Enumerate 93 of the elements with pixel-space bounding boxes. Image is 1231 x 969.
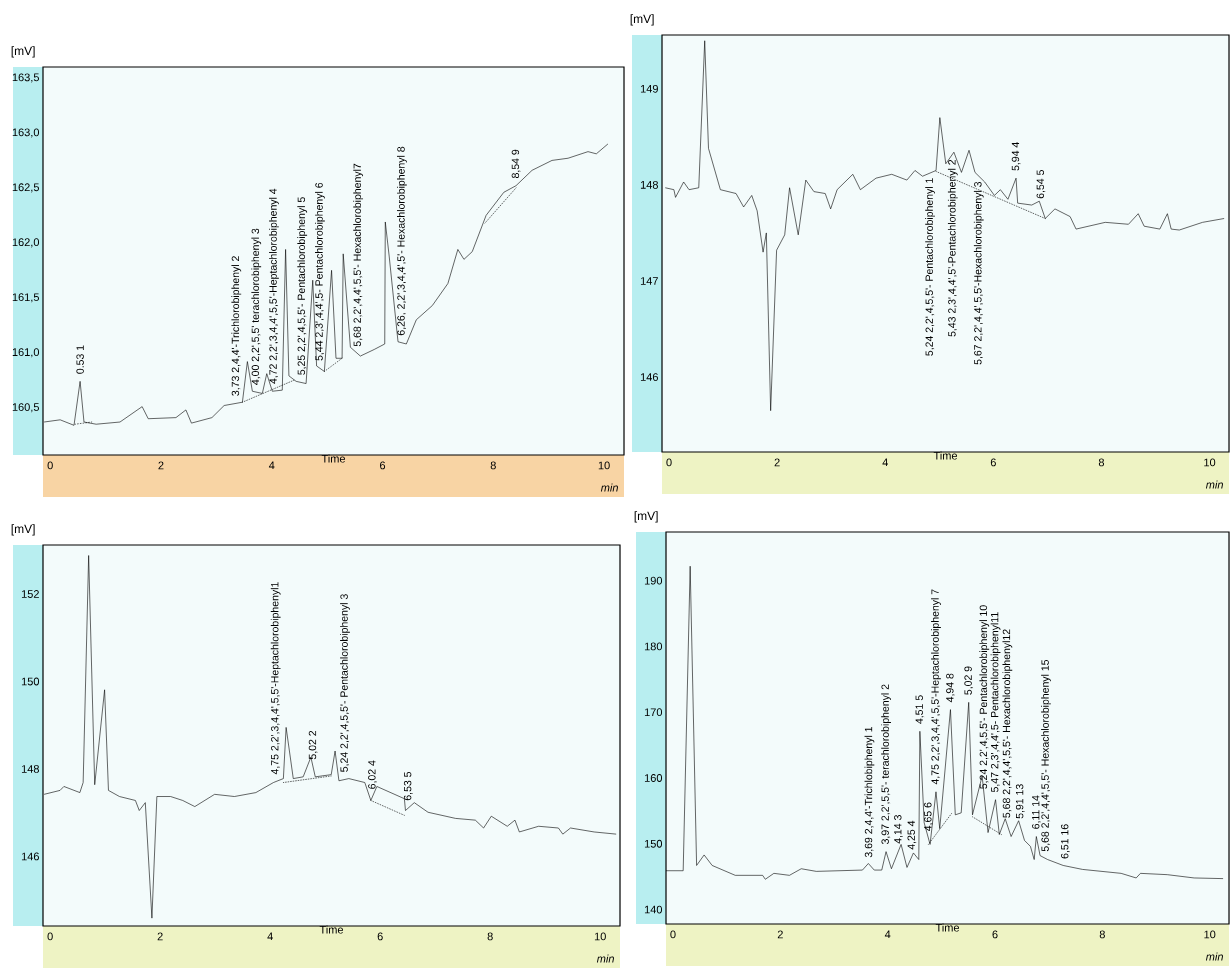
annotation: 4,75 2,2',3,4,4',5,5'-Heptachlorobiphenyl 7 <box>931 589 941 785</box>
annotation: 5,68 2,2',4,4',5,5'- Hexachlorobiphenyl 15 <box>1041 659 1051 852</box>
annotation: 5,68 2,2',4,4',5,5'- Hexachlorobiphenyl12 <box>1002 629 1013 818</box>
annotation: 5,02 2 <box>308 730 318 760</box>
y-tick-label: 150 <box>644 839 663 848</box>
x-tick-label: 10 <box>594 932 606 941</box>
annotation: 5,25 2,2',4,5,5'- Pentachlorobiphenyl 5 <box>297 197 308 375</box>
annotation: 4,51 5 <box>915 695 925 724</box>
y-tick-label: 152 <box>21 590 39 598</box>
x-tick-label: 0 <box>666 458 672 467</box>
y-tick-label: 163,0 <box>12 128 40 138</box>
annotation: 5,24 2,2',4,5,5'- Pentachlorobiphenyl 1 <box>925 178 935 356</box>
y-tick-label: 147 <box>640 277 658 285</box>
annotation: 5,02 9 <box>964 666 974 695</box>
y-tick-label: 190 <box>644 576 663 585</box>
y-tick-label: 161,5 <box>12 293 39 303</box>
annotation: 4,94 8 <box>946 673 955 703</box>
text: min <box>1205 480 1223 489</box>
annotation: 5,43 2,3',4,4',5'-Pentachlorobiphenyl 2 <box>947 159 958 337</box>
x-tick-label: 6 <box>992 930 998 939</box>
annotation: 5,68 2,2',4,4',5,5'- Hexachlorobiphenyl7 <box>353 163 364 347</box>
annotation: 6,26, 2,2',3,4,4',5'- Hexachlorobiphenyl 8 <box>397 146 407 336</box>
annotation: 3,97 2,2',5,5'- terachlorobiphenyl 2 <box>881 684 891 845</box>
x-tick-label: 6 <box>990 458 996 467</box>
annotation: 3,69 2,4,4'-Trichlobiphenyl 1 <box>864 726 875 858</box>
x-tick-label: 2 <box>157 932 163 941</box>
annotation: 5,91 13 <box>1015 784 1025 819</box>
x-tick-label: 10 <box>1204 458 1216 467</box>
x-axis-title: Time <box>319 925 344 934</box>
annotation: 4,00 2,2',5,5' terachlorobiphenyl 3 <box>251 228 262 385</box>
x-tick-label: 0 <box>670 930 676 939</box>
line-series <box>664 40 1225 411</box>
y-tick-label: 170 <box>644 708 663 717</box>
y-tick-label: 162,0 <box>12 238 40 248</box>
x-tick-label: 2 <box>774 458 780 467</box>
y-axis-title: [mV] <box>11 524 35 536</box>
x-tick-label: 8 <box>1098 458 1105 467</box>
x-tick-label: 0 <box>47 932 53 941</box>
x-tick-label: 6 <box>377 932 383 941</box>
x-axis-title: Time <box>933 451 958 460</box>
y-axis-title: [mV] <box>11 46 35 58</box>
y-axis-title: [mV] <box>634 511 658 523</box>
y-tick-label: 148 <box>21 765 39 773</box>
annotation: 4,72 2,2',3,4,4',5,5'-Heptachlorobiphenyl 4 <box>269 188 279 384</box>
y-tick-label: 160,5 <box>12 403 39 413</box>
annotation: 5,44 2,3',4,4',5- Pentachlorobiphenyl 6 <box>315 182 325 361</box>
x-tick-label: 4 <box>268 461 275 470</box>
y-tick-label: 180 <box>644 642 663 651</box>
x-tick-label: 8 <box>490 461 496 470</box>
annotation: 4,14 3 <box>894 815 903 844</box>
x-axis-title: Time <box>935 923 960 932</box>
annotation: 5,24 2,2',4,5,5'- Pentachlorobiphenyl 3 <box>340 594 350 772</box>
annotation: 6,54 5 <box>1036 170 1046 199</box>
annotation: 4,75 2,2',3,4,4',5,5'-Heptachlorobiphenyl1 <box>270 582 281 775</box>
annotation: 5,24 2,2',4,5,5'- Pentachlorobiphenyl 10 <box>979 605 990 789</box>
annotation: 6,51 16 <box>1060 824 1070 859</box>
annotation: 6,02 4 <box>368 760 377 789</box>
y-tick-label: 150 <box>21 677 40 686</box>
x-tick-label: 10 <box>1204 930 1216 939</box>
annotation: 4,65 6 <box>924 802 933 832</box>
y-tick-label: 160 <box>644 774 663 782</box>
y-tick-label: 140 <box>644 905 663 914</box>
y-tick-label: 149 <box>640 84 658 93</box>
y-tick-label: 161,0 <box>12 348 40 358</box>
x-tick-label: 2 <box>158 461 164 470</box>
y-tick-label: 146 <box>21 852 39 861</box>
annotation: 3,73 2,4,4'-Trichlorobiphenyl 2 <box>231 256 242 396</box>
y-tick-label: 146 <box>640 373 658 381</box>
x-tick-label: 0 <box>47 461 53 470</box>
x-tick-label: 8 <box>1099 930 1105 939</box>
annotation: 6,11 14 <box>1032 795 1041 829</box>
annotation: 5,67 2,2',4,4',5,5'-Hexachlorobiphenyl 3 <box>973 181 984 365</box>
y-tick-label: 163,5 <box>12 73 39 83</box>
x-tick-label: 4 <box>884 930 891 939</box>
x-tick-label: 4 <box>267 932 273 941</box>
text: min <box>596 954 614 963</box>
annotation: 5,94 4 <box>1011 142 1021 171</box>
x-tick-label: 8 <box>487 932 493 941</box>
x-tick-label: 2 <box>777 930 783 939</box>
y-tick-label: 148 <box>640 181 658 189</box>
x-tick-label: 6 <box>380 461 386 470</box>
x-tick-label: 10 <box>598 461 610 470</box>
x-axis-title: Time <box>321 454 346 463</box>
annotation: 5,47 2,3',4,4',5- Pentachlorobiphenyl11 <box>990 612 1001 793</box>
annotation: 4,25 4 <box>907 820 917 850</box>
annotation: 0.53 1 <box>76 345 84 374</box>
annotation: 8,54 9 <box>511 149 521 179</box>
y-tick-label: 162,5 <box>12 183 39 193</box>
x-tick-label: 4 <box>882 458 888 467</box>
annotation: 6,53 5 <box>403 771 413 801</box>
text: min <box>600 483 618 492</box>
text: min <box>1205 952 1223 961</box>
y-axis-title: [mV] <box>630 14 654 26</box>
